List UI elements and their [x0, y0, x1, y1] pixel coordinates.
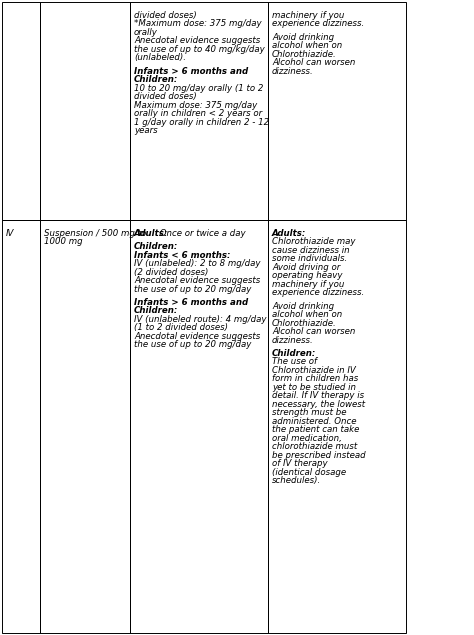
Bar [130, 2, 268, 220]
Bar [268, 2, 406, 220]
Text: Children:: Children: [134, 242, 178, 251]
Text: chlorothiazide must: chlorothiazide must [272, 443, 357, 451]
Text: Chlorothiazide in IV: Chlorothiazide in IV [272, 366, 356, 375]
Text: years: years [134, 126, 158, 135]
Text: (unlabeled).: (unlabeled). [134, 53, 186, 62]
Text: Infants > 6 months and: Infants > 6 months and [134, 67, 248, 76]
Text: (1 to 2 divided doses): (1 to 2 divided doses) [134, 323, 228, 332]
Text: operating heavy: operating heavy [272, 271, 343, 281]
Text: dizziness.: dizziness. [272, 336, 314, 345]
Text: Children:: Children: [272, 349, 316, 358]
Text: 1 g/day orally in children 2 - 12: 1 g/day orally in children 2 - 12 [134, 117, 269, 126]
Text: (2 divided doses): (2 divided doses) [134, 267, 209, 277]
Text: Adults:: Adults: [134, 229, 168, 238]
Text: Avoid drinking: Avoid drinking [272, 32, 334, 42]
Text: administered. Once: administered. Once [272, 417, 356, 426]
Bar [268, 220, 406, 633]
Text: Anecdotal evidence suggests: Anecdotal evidence suggests [134, 332, 260, 341]
Text: *Maximum dose: 375 mg/day: *Maximum dose: 375 mg/day [134, 20, 262, 29]
Text: The use of: The use of [272, 358, 317, 366]
Text: IV: IV [6, 229, 14, 238]
Text: orally in children < 2 years or: orally in children < 2 years or [134, 109, 262, 118]
Text: yet to be studied in: yet to be studied in [272, 383, 356, 392]
Text: some individuals.: some individuals. [272, 255, 347, 264]
Text: detail. If IV therapy is: detail. If IV therapy is [272, 391, 364, 400]
Text: divided doses): divided doses) [134, 92, 197, 101]
Text: Alcohol can worsen: Alcohol can worsen [272, 327, 356, 336]
Text: the use of up to 40 mg/kg/day: the use of up to 40 mg/kg/day [134, 45, 265, 54]
Text: Alcohol can worsen: Alcohol can worsen [272, 58, 356, 67]
Text: alcohol when on: alcohol when on [272, 41, 342, 50]
Text: Anecdotal evidence suggests: Anecdotal evidence suggests [134, 36, 260, 46]
Text: 10 to 20 mg/day orally (1 to 2: 10 to 20 mg/day orally (1 to 2 [134, 84, 264, 93]
Text: the patient can take: the patient can take [272, 425, 359, 434]
Text: orally: orally [134, 28, 158, 37]
Text: machinery if you: machinery if you [272, 11, 345, 20]
Text: Maximum dose: 375 mg/day: Maximum dose: 375 mg/day [134, 100, 257, 110]
Text: Chlorothiazide may: Chlorothiazide may [272, 237, 356, 246]
Bar [130, 220, 268, 633]
Bar [40, 2, 130, 220]
Text: Infants > 6 months and: Infants > 6 months and [134, 298, 248, 307]
Text: form in children has: form in children has [272, 374, 358, 384]
Text: Children:: Children: [134, 75, 178, 84]
Text: the use of up to 20 mg/day: the use of up to 20 mg/day [134, 284, 251, 293]
Text: strength must be: strength must be [272, 408, 346, 417]
Text: machinery if you: machinery if you [272, 280, 345, 289]
Text: Chlorothiazide.: Chlorothiazide. [272, 319, 337, 328]
Text: of IV therapy: of IV therapy [272, 459, 328, 468]
Text: experience dizziness.: experience dizziness. [272, 288, 364, 297]
Text: oral medication,: oral medication, [272, 434, 342, 443]
Text: schedules).: schedules). [272, 476, 321, 485]
Text: Avoid driving or: Avoid driving or [272, 263, 340, 272]
Text: Adults:: Adults: [272, 229, 306, 238]
Text: 1000 mg: 1000 mg [44, 237, 82, 246]
Text: cause dizziness in: cause dizziness in [272, 246, 350, 255]
Text: (identical dosage: (identical dosage [272, 468, 346, 477]
Text: divided doses): divided doses) [134, 11, 197, 20]
Text: experience dizziness.: experience dizziness. [272, 20, 364, 29]
Text: IV (unlabeled route): 4 mg/day: IV (unlabeled route): 4 mg/day [134, 315, 266, 324]
Bar [40, 220, 130, 633]
Text: Once or twice a day: Once or twice a day [156, 229, 245, 238]
Bar [2, 2, 40, 220]
Text: Anecdotal evidence suggests: Anecdotal evidence suggests [134, 276, 260, 285]
Text: the use of up to 20 mg/day: the use of up to 20 mg/day [134, 340, 251, 349]
Text: Children:: Children: [134, 306, 178, 316]
Text: Suspension / 500 mg to: Suspension / 500 mg to [44, 229, 146, 238]
Bar [2, 220, 40, 633]
Text: Infants < 6 months:: Infants < 6 months: [134, 251, 230, 260]
Text: necessary, the lowest: necessary, the lowest [272, 400, 365, 409]
Text: IV (unlabeled): 2 to 8 mg/day: IV (unlabeled): 2 to 8 mg/day [134, 259, 261, 268]
Text: Avoid drinking: Avoid drinking [272, 302, 334, 311]
Text: Chlorothiazide.: Chlorothiazide. [272, 50, 337, 58]
Text: alcohol when on: alcohol when on [272, 310, 342, 319]
Text: be prescribed instead: be prescribed instead [272, 451, 365, 460]
Text: dizziness.: dizziness. [272, 67, 314, 76]
